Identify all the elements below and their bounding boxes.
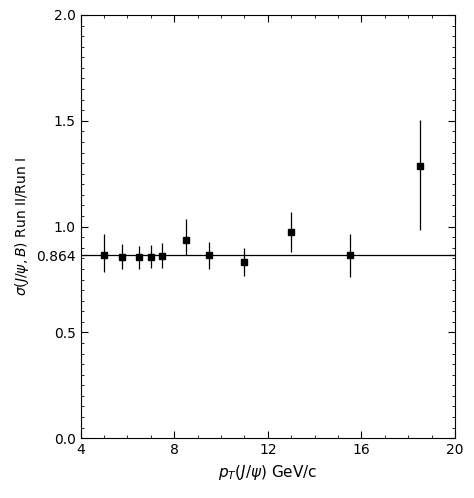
Y-axis label: $\sigma(J/\psi,B)$ Run II/Run I: $\sigma(J/\psi,B)$ Run II/Run I	[12, 157, 30, 296]
X-axis label: $p_T(J/\psi)$ GeV/c: $p_T(J/\psi)$ GeV/c	[218, 463, 318, 482]
